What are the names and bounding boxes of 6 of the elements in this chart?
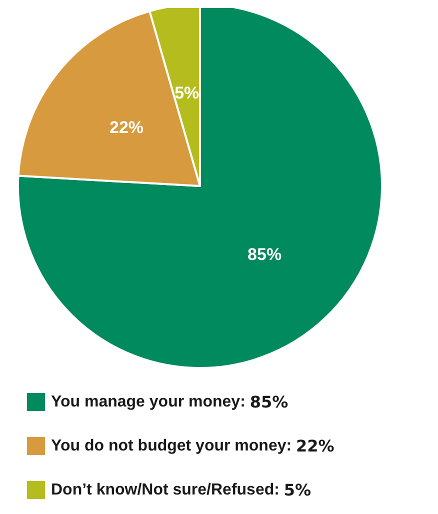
data-label: 5% xyxy=(174,83,200,102)
data-label: 85% xyxy=(248,244,282,264)
legend-label: You do not budget your money: 22% xyxy=(51,436,334,456)
legend-label: Don’t know/Not sure/Refused: 5% xyxy=(51,480,312,500)
data-label: 22% xyxy=(109,118,144,137)
legend-label: You manage your money: 85% xyxy=(51,392,288,412)
